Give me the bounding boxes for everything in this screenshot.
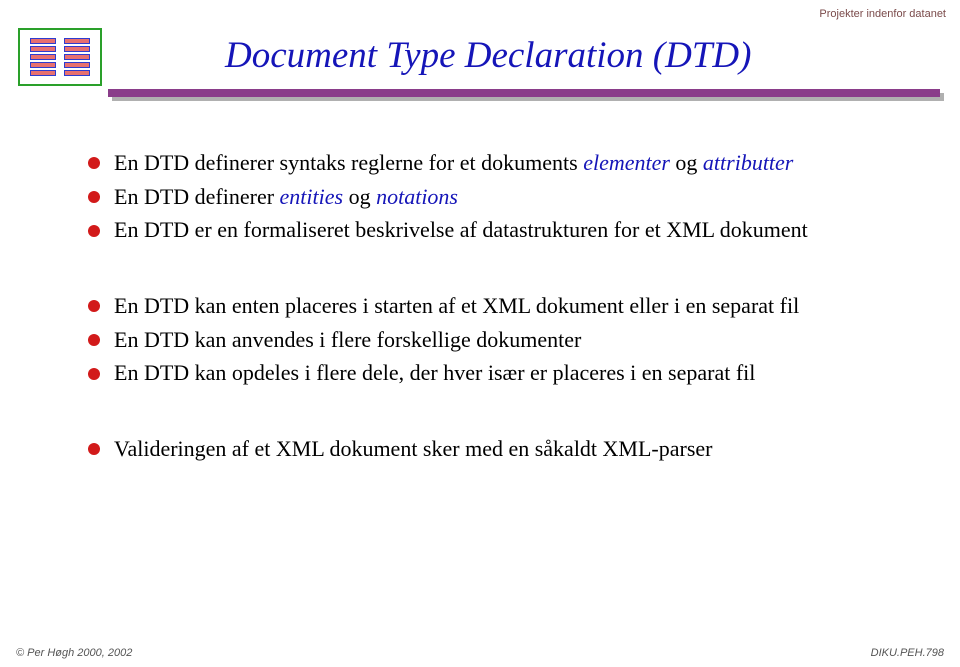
slide-header: Document Type Declaration (DTD) [0, 22, 960, 112]
list-item: En DTD kan anvendes i flere forskellige … [88, 325, 900, 355]
emphasis: notations [376, 184, 458, 209]
logo-icon [18, 28, 102, 86]
text: En DTD er en formaliseret beskrivelse af… [114, 217, 808, 242]
logo-stack-left [30, 38, 56, 76]
list-item: En DTD definerer syntaks reglerne for et… [88, 148, 900, 178]
page-title: Document Type Declaration (DTD) [225, 34, 751, 77]
emphasis: entities [280, 184, 344, 209]
text: En DTD definerer [114, 184, 280, 209]
list-item: En DTD definerer entities og notations [88, 182, 900, 212]
text: og [343, 184, 376, 209]
list-item: En DTD kan opdeles i flere dele, der hve… [88, 358, 900, 388]
list-item: Valideringen af et XML dokument sker med… [88, 434, 900, 464]
text: Valideringen af et XML dokument sker med… [114, 436, 713, 461]
text: En DTD kan anvendes i flere forskellige … [114, 327, 581, 352]
footer-left: © Per Høgh 2000, 2002 [16, 647, 132, 659]
text: og [670, 150, 703, 175]
bullet-group-2: En DTD kan enten placeres i starten af e… [88, 291, 900, 388]
list-item: En DTD kan enten placeres i starten af e… [88, 291, 900, 321]
corner-tag: Projekter indenfor datanet [819, 8, 946, 20]
footer-right: DIKU.PEH.798 [871, 647, 944, 659]
emphasis: elementer [583, 150, 670, 175]
text: En DTD kan opdeles i flere dele, der hve… [114, 360, 755, 385]
logo-stack-right [64, 38, 90, 76]
bullet-group-3: Valideringen af et XML dokument sker med… [88, 434, 900, 464]
emphasis: attributter [703, 150, 793, 175]
title-rule [108, 89, 940, 97]
bullet-group-1: En DTD definerer syntaks reglerne for et… [88, 148, 900, 245]
text: En DTD kan enten placeres i starten af e… [114, 293, 799, 318]
text: En DTD definerer syntaks reglerne for et… [114, 150, 583, 175]
slide-footer: © Per Høgh 2000, 2002 DIKU.PEH.798 [16, 647, 944, 659]
slide-content: En DTD definerer syntaks reglerne for et… [88, 148, 900, 468]
list-item: En DTD er en formaliseret beskrivelse af… [88, 215, 900, 245]
